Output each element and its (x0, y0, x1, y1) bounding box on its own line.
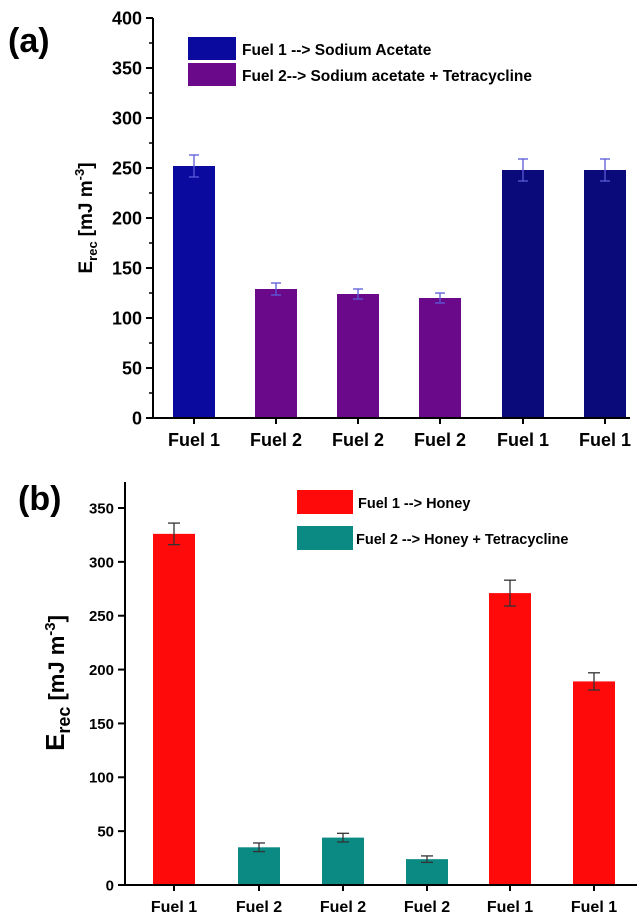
panel-b-error-bar-5 (504, 579, 516, 607)
panel-b-ylabel-sub: rec (54, 707, 74, 734)
panel-b-x-tick-label-2: Fuel 2 (236, 899, 282, 916)
panel-b-ylabel-close: ] (44, 615, 69, 622)
panel-a-x-tick-label-1: Fuel 1 (168, 430, 220, 450)
panel-b-y-ticks: 0 50 100 150 200 250 300 350 (89, 500, 125, 894)
panel-a-legend-item-2: Fuel 2--> Sodium acetate + Tetracycline (188, 63, 532, 86)
panel-b-ylabel-main: E (40, 734, 70, 751)
panel-b-legend: Fuel 1 --> Honey Fuel 2 --> Honey + Tetr… (297, 490, 568, 550)
panel-a-bar-2 (255, 289, 297, 418)
panel-a-ylabel-unit: [mJ m (76, 180, 97, 236)
panel-a: (a) Erec [mJ m-3] 0 50 100 150 200 250 300 350 40… (8, 8, 631, 450)
panel-b-error-bar-3 (337, 832, 349, 843)
panel-b-bar-2 (238, 847, 280, 885)
panel-a-legend-label-1: Fuel 1 --> Sodium Acetate (242, 42, 432, 59)
panel-b-legend-swatch-2 (297, 526, 353, 550)
panel-a-error-bars (189, 154, 610, 304)
panel-b-error-bar-4 (421, 855, 433, 864)
panel-b-error-bar-2 (253, 842, 265, 853)
panel-a-y-tick-label-8: 400 (112, 8, 142, 28)
panel-a-legend-label-2: Fuel 2--> Sodium acetate + Tetracycline (242, 68, 532, 85)
panel-b-error-bar-1 (168, 522, 180, 546)
panel-b-x-tick-label-4: Fuel 2 (404, 899, 450, 916)
panel-a-x-tick-label-5: Fuel 1 (497, 430, 549, 450)
panel-a-error-bar-6 (600, 158, 610, 182)
panel-b-legend-item-2: Fuel 2 --> Honey + Tetracycline (297, 526, 568, 550)
panel-a-legend-swatch-2 (188, 63, 236, 86)
panel-a-legend-item-1: Fuel 1 --> Sodium Acetate (188, 37, 432, 60)
panel-a-bars (173, 166, 626, 418)
panel-a-bar-5 (502, 170, 544, 418)
panel-b-bar-3 (322, 837, 364, 885)
panel-a-error-bar-3 (353, 288, 363, 300)
panel-a-error-bar-4 (435, 292, 445, 304)
panel-b-bar-5 (489, 593, 531, 885)
panel-a-x-tick-labels: Fuel 1 Fuel 2 Fuel 2 Fuel 2 Fuel 1 Fuel 1 (168, 418, 631, 450)
panel-b-x-tick-label-3: Fuel 2 (320, 899, 366, 916)
panel-b-y-tick-label-0: 0 (106, 877, 114, 894)
panel-b-legend-swatch-1 (297, 490, 353, 514)
panel-a-x-tick-label-6: Fuel 1 (579, 430, 631, 450)
panel-b-legend-label-2: Fuel 2 --> Honey + Tetracycline (356, 532, 568, 548)
panel-b-bar-4 (406, 859, 448, 885)
panel-b-y-tick-label-3: 150 (89, 716, 114, 733)
panel-b-y-tick-label-4: 200 (89, 662, 114, 679)
panel-b-label: (b) (18, 480, 61, 518)
panel-b-x-tick-label-6: Fuel 1 (571, 899, 617, 916)
panel-a-x-tick-label-2: Fuel 2 (250, 430, 302, 450)
panel-b-bars (153, 533, 615, 885)
panel-a-y-tick-label-5: 250 (112, 158, 142, 178)
panel-b: (b) Erec [mJ m-3] 0 50 100 150 200 250 300 350 F… (18, 480, 637, 916)
panel-b-bar-6 (573, 681, 615, 885)
panel-b-y-tick-label-5: 250 (89, 608, 114, 625)
panel-b-x-tick-label-5: Fuel 1 (487, 899, 533, 916)
panel-b-x-tick-labels: Fuel 1 Fuel 2 Fuel 2 Fuel 2 Fuel 1 Fuel 1 (151, 885, 617, 916)
panel-b-ylabel-unit: [mJ m (44, 636, 69, 701)
panel-b-y-axis-title: Erec [mJ m-3] (40, 615, 74, 751)
panel-a-bar-3 (337, 294, 379, 418)
panel-a-error-bar-2 (271, 282, 281, 296)
panel-a-legend: Fuel 1 --> Sodium Acetate Fuel 2--> Sodi… (188, 37, 532, 86)
panel-a-y-tick-label-3: 150 (112, 258, 142, 278)
panel-a-y-tick-label-4: 200 (112, 208, 142, 228)
panel-a-error-bar-1 (189, 154, 199, 178)
panel-a-y-axis-title: Erec [mJ m-3] (72, 162, 100, 273)
panel-a-y-tick-label-0: 0 (132, 408, 142, 428)
panel-b-y-tick-label-2: 100 (89, 770, 114, 787)
panel-b-error-bar-6 (588, 672, 600, 691)
panel-b-y-tick-label-7: 350 (89, 500, 114, 517)
panel-a-x-tick-label-3: Fuel 2 (332, 430, 384, 450)
panel-a-y-tick-label-7: 350 (112, 58, 142, 78)
panel-b-bar-1 (153, 533, 195, 885)
panel-a-y-tick-label-6: 300 (112, 108, 142, 128)
panel-a-bar-1 (173, 166, 215, 418)
panel-a-ylabel-close: ] (76, 162, 97, 168)
panel-a-y-ticks: 0 50 100 150 200 250 300 350 400 (112, 8, 153, 428)
panel-a-ylabel-sub: rec (85, 241, 100, 261)
panel-a-x-tick-label-4: Fuel 2 (414, 430, 466, 450)
panel-a-bar-6 (584, 170, 626, 418)
panel-a-y-tick-label-1: 50 (122, 358, 142, 378)
panel-b-error-bars (168, 522, 600, 864)
panel-b-x-tick-label-1: Fuel 1 (151, 899, 197, 916)
panel-b-ylabel-sup: -3 (42, 622, 59, 635)
panel-b-y-tick-label-1: 50 (97, 824, 114, 841)
panel-a-ylabel-main: E (76, 261, 97, 274)
panel-a-y-tick-label-2: 100 (112, 308, 142, 328)
panel-a-error-bar-5 (518, 158, 528, 182)
panel-a-bar-4 (419, 298, 461, 418)
panel-a-label: (a) (8, 22, 50, 60)
panel-b-legend-item-1: Fuel 1 --> Honey (297, 490, 470, 514)
panel-a-legend-swatch-1 (188, 37, 236, 60)
panel-b-y-tick-label-6: 300 (89, 554, 114, 571)
panel-b-legend-label-1: Fuel 1 --> Honey (358, 496, 470, 512)
panel-a-ylabel-sup: -3 (72, 169, 87, 181)
